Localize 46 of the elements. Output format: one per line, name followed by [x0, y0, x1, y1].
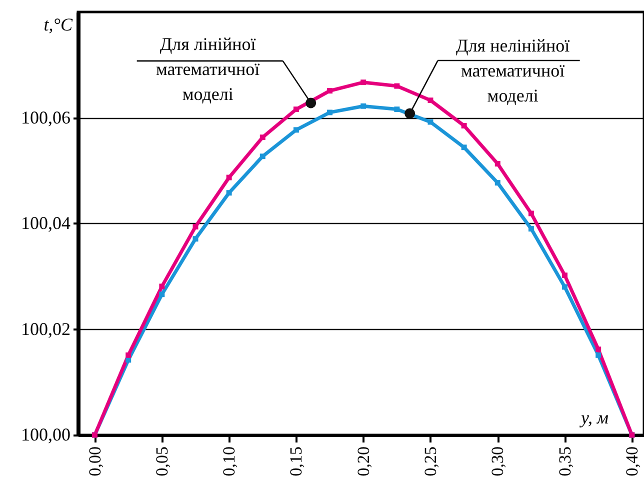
x-tick-label: 0,30 [488, 446, 508, 476]
point [360, 80, 366, 86]
point [562, 284, 568, 290]
point [260, 134, 266, 140]
x-axis-title: y, м [579, 408, 610, 428]
point [562, 272, 568, 278]
point [126, 352, 132, 358]
point [428, 119, 434, 125]
point [159, 292, 165, 298]
y-tick-label: 100,06 [21, 107, 70, 128]
point [293, 106, 299, 112]
point [226, 174, 232, 180]
point [528, 210, 534, 216]
point [159, 284, 165, 290]
point [394, 83, 400, 89]
point [260, 154, 266, 160]
y-tick-label: 100,00 [21, 424, 70, 444]
point [461, 122, 467, 128]
x-tick-label: 0,25 [420, 446, 440, 476]
point [394, 106, 400, 112]
point [226, 190, 232, 196]
point [428, 98, 434, 104]
x-tick-label: 0,40 [622, 446, 642, 476]
x-tick-label: 0,00 [85, 446, 104, 476]
point [528, 226, 534, 232]
point [596, 352, 602, 358]
y-tick-label: 100,02 [21, 318, 70, 339]
x-tick-label: 0,35 [555, 446, 574, 476]
y-axis-title: t,°C [44, 14, 74, 34]
point [596, 346, 602, 352]
x-tick-label: 0,10 [220, 446, 239, 476]
x-tick-label: 0,15 [286, 446, 306, 476]
point [461, 144, 467, 150]
point [360, 103, 366, 109]
point [192, 224, 198, 230]
annotation: Для нелінійної математичної моделі [456, 36, 570, 106]
annotation: Для лінійної математичної моделі [156, 34, 260, 104]
point [327, 110, 333, 116]
point [494, 180, 500, 186]
y-tick-label: 100,04 [21, 213, 70, 233]
point [192, 236, 198, 242]
x-tick-label: 0,20 [354, 446, 373, 476]
x-tick-label: 0,05 [152, 446, 172, 476]
point [293, 127, 299, 133]
point [327, 88, 333, 94]
point [494, 161, 500, 166]
